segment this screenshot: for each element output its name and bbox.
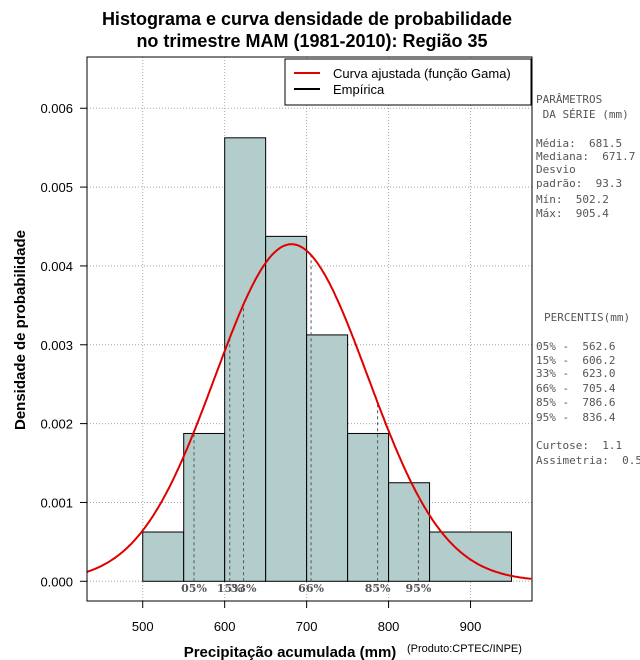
fitted-curve-line (86, 243, 532, 580)
histogram-bar (142, 531, 185, 582)
x-tick-label: 600 (214, 619, 236, 634)
axes: 500 600 700 800 900 0.000 0.001 0.002 0.003 0.004… (40, 101, 481, 634)
percentile-15: 15% - 606.2 (536, 354, 616, 367)
credit-label: (Produto:CPTEC/INPE) (407, 643, 522, 655)
y-tick-label: 0.005 (40, 180, 73, 195)
stat-assimetria: Assimetria: 0.5 (536, 454, 640, 467)
stat-max: Máx: 905.4 (536, 207, 609, 220)
percentile-33: 33% - 623.0 (536, 367, 616, 380)
legend: Curva ajustada (função Gama) Empírica (284, 58, 532, 106)
fitted-curve-layer (86, 243, 532, 580)
x-axis-label: Precipitação acumulada (mm) (184, 644, 397, 660)
x-tick-label: 800 (378, 619, 400, 634)
stat-padrao: padrão: 93.3 (536, 177, 623, 190)
y-tick-label: 0.002 (40, 417, 73, 432)
percentile-label: 33% (231, 582, 257, 595)
percentile-66: 66% - 705.4 (536, 382, 616, 395)
histogram-bars (142, 137, 513, 582)
percentile-label: 15% (217, 582, 243, 595)
x-tick-label: 500 (132, 619, 154, 634)
percentile-85: 85% - 786.6 (536, 396, 616, 409)
stat-media: Média: 681.5 (536, 137, 623, 150)
y-axis-label: Densidade de probabilidade (12, 230, 29, 430)
histogram-bar (224, 137, 267, 582)
stat-curtose: Curtose: 1.1 (536, 439, 623, 452)
histogram-bar (306, 334, 349, 582)
legend-empirical-label: Empírica (333, 82, 385, 97)
percentile-95: 95% - 836.4 (536, 411, 616, 424)
percentis-title: PERCENTIS(mm) (544, 311, 631, 324)
histogram-bar (265, 235, 308, 582)
percentile-05: 05% - 562.6 (536, 340, 616, 353)
y-tick-label: 0.000 (40, 574, 73, 589)
x-tick-label: 900 (460, 619, 482, 634)
params-subtitle: DA SÉRIE (mm) (536, 108, 629, 121)
percentile-markers: 05% 15%33% 66% 85% 95% (181, 255, 432, 595)
legend-box (284, 58, 532, 106)
percentile-label: 85% (365, 582, 391, 595)
stat-mediana: Mediana: 671.7 (536, 150, 636, 163)
y-tick-label: 0.003 (40, 338, 73, 353)
stat-desvio: Desvio (536, 163, 576, 176)
x-tick-label: 700 (296, 619, 318, 634)
percentile-label: 66% (298, 582, 324, 595)
plot-frame (86, 56, 533, 602)
percentile-label: 05% (181, 582, 207, 595)
y-tick-label: 0.001 (40, 495, 73, 510)
stat-min: Mín: 502.2 (536, 193, 609, 206)
chart-subtitle: no trimestre MAM (1981-2010): Região 35 (136, 31, 487, 51)
histogram-bar (347, 432, 390, 582)
y-tick-label: 0.006 (40, 101, 73, 116)
legend-curve-label: Curva ajustada (função Gama) (333, 66, 511, 81)
y-tick-label: 0.004 (40, 259, 73, 274)
chart-title: Histograma e curva densidade de probabil… (102, 9, 512, 29)
params-title: PARÂMETROS (536, 93, 603, 106)
histogram-bar (388, 482, 431, 582)
histogram-bar (183, 432, 226, 582)
percentile-label: 95% (406, 582, 432, 595)
